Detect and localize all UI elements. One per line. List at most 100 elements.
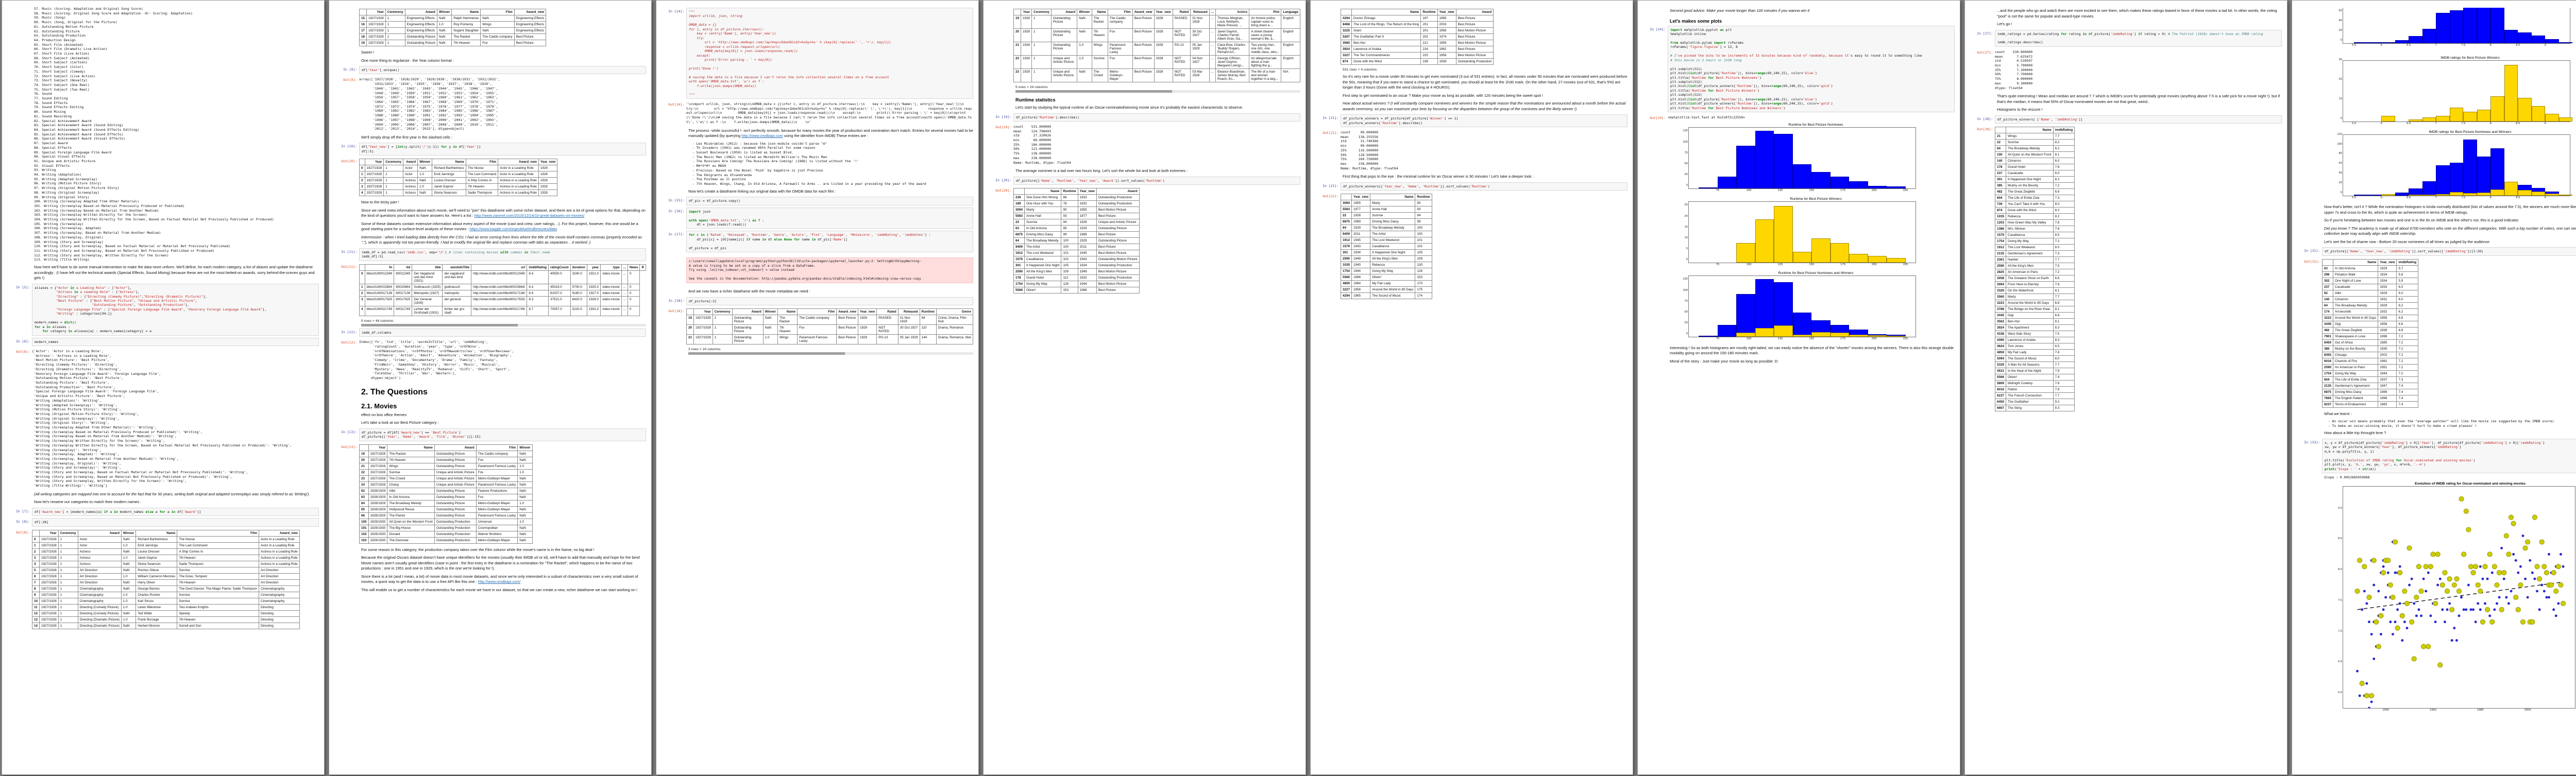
table-cell: metropolis [442,289,472,297]
hyperlink[interactable]: http://www.zanmel.com/2015/12/14/10-grea… [474,213,585,218]
table-cell: Best Motion Picture [1455,27,1494,34]
table-cell: Der Vagabund und das Kind (1921) [412,270,443,284]
table-cell: 64 [1340,225,1352,232]
column-header: News [627,264,640,271]
code-input: df_pic = df_picture.copy() [686,197,973,205]
scrollbar-thumb[interactable] [1015,90,1173,93]
column-header: ... [1209,9,1216,15]
table-header-row: Year Ceremony Award Winner Name Film Award_new… [359,159,557,166]
table-cell: Paramount Famous Lasky [476,512,518,519]
table-row: 874 Gone with the Wind 238 1939 Outstanding … [1340,58,1494,65]
table-cell: Going My Way [2006,238,2054,245]
table-cell: Gigi [2006,312,2054,319]
table-cell: 1955 [1077,206,1097,214]
x-tick-label: 200 [1871,188,1877,192]
table-row: 140 Cimarron 6.0 [1994,158,2075,165]
table-cell: 237 [2321,283,2334,290]
table-row: 10 1927/1928 1 Cinematography 1.0 Karl Struss… [31,597,300,605]
output-prompt: Out[12]: [341,340,357,345]
dataframe: Year Ceremony Award Winner Name Film Award_new… [359,159,557,197]
hyperlink[interactable]: http://www.omdbapi.com [741,133,783,139]
table-cell: 1929/1930 [368,524,388,531]
table-cell: 8.1 [2053,318,2075,325]
y-tick-label: 120 [2337,132,2342,136]
table-row: 2590 An American in Paris 1951 7.2 [2321,364,2419,371]
scrollbar-thumb[interactable] [361,323,518,326]
hyperlink[interactable]: https://www.kaggle.com/orgesleka/imdbmov… [469,227,557,232]
table-cell: 5809 [1994,380,2007,387]
horizontal-scrollbar[interactable] [361,323,646,326]
table-cell: 1943 [1351,243,1371,250]
table-cell: All the King's Men [1024,268,1062,275]
table-cell: George O'Brien, Janet Gaynor, Margaret L… [1215,55,1250,69]
table-cell: The Sting [2006,405,2054,412]
table-cell: The French Connection [2006,392,2054,400]
table-cell: 1912 [1013,250,1025,257]
table-row: 20 1927/1928 1 Outstanding Picture NaN 7th He… [686,324,974,335]
table-cell: 1.0 [517,518,533,525]
table-cell: Engineering Effects [514,15,547,22]
table-cell: 7.3 [2396,376,2419,383]
table-cell: 30 Oct 1927 [897,324,920,335]
x-tick-label: 8.5 [2516,44,2520,47]
paragraph: effect on box office themes [361,412,407,417]
table-cell: Outstanding Production [1455,58,1494,65]
table-cell: An American in Paris [2006,269,2054,276]
table-cell: 301 [1340,249,1352,256]
table-cell: 7.2 [2053,238,2075,245]
hist-bar [2558,117,2573,122]
table-cell: 3227 [1340,286,1352,294]
output-prompt [987,8,1013,9]
table-cell: 1927/1928 [364,189,384,197]
table-cell: 22 [1013,55,1022,69]
table-row: 3560 Marty 7.7 [1994,294,2075,301]
table-cell: Actress [403,183,418,191]
table-cell: 1 [58,579,78,586]
column-header: Winner [436,9,452,15]
table-row: 2590 All the King's Men 7.5 [1994,263,2075,270]
y-tick-label: 10 [2338,97,2342,100]
column-header: Name [777,308,798,316]
hist-bar [2531,106,2546,122]
table-cell: 1928 [1021,28,1032,42]
table-cell: Driving Miss Daisy [1024,231,1062,238]
table-cell: Outstanding Production [1096,194,1140,201]
scrollbar-thumb[interactable] [688,352,845,355]
table-cell: 1927/1928 [693,334,713,345]
table-cell: Gentleman's Agreement [2006,250,2054,257]
table-cell: Charles Rosher [135,591,178,598]
table-cell: 1927.0 [586,289,601,297]
table-row: 4158 West Side Story 7.5 [1994,331,2075,338]
horizontal-scrollbar[interactable] [688,352,973,355]
paragraph: Let's go ! [1997,22,2012,27]
table-cell: 5.8 [2396,271,2419,278]
x-tick-label: 225 [1903,337,1908,340]
table-cell: ... [1209,55,1216,69]
mono-output: - Les Misérables (2012) : because the js… [692,141,926,186]
table-cell: Ralph Hammeras [451,15,481,22]
table-row: 21 1927/1928 1 Outstanding Picture 1.0 Wings P… [686,334,974,345]
table-cell: NaN [436,33,452,40]
table-cell: An honest police captain vows to bring d… [1249,15,1282,29]
input-prompt: In [5]: [16,285,30,289]
table-cell: 4 [359,189,365,197]
table-cell: 2011 [1077,244,1097,251]
output-cell: Out[24]: <matplotlib.text.Text at 0x210f3… [1641,114,1955,121]
table-cell: 109 [1415,255,1432,263]
table-cell: 19 [359,450,369,457]
x-tick-label: 7.5 [2461,122,2466,125]
scatter-svg [2354,496,2566,708]
output-prompt [1314,8,1341,9]
table-row: 62 1928/1929 Alibi Outstanding Picture Featu… [359,487,533,494]
table-row: 189 One Hour with You 78 1932 Outstanding Pr… [1013,200,1140,208]
table-cell: Directing [259,622,300,629]
horizontal-scrollbar[interactable] [1015,90,1300,93]
table-cell: ... [1209,28,1216,42]
table-cell: 7.2 [2396,364,2419,371]
table-cell: http://www.imdb.com/title/tt0021749/ [471,305,528,316]
table-cell: tt0012349 [394,270,413,284]
table-cell: 0 [31,536,40,543]
hyperlink[interactable]: http://www.omdbapi.com/ [478,579,521,584]
table-cell: The Caddo company [476,450,518,457]
table-cell: Patton [2006,386,2054,393]
